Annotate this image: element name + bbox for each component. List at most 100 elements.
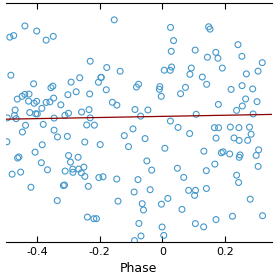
Point (79, 110, 84, 114)
Point (29, 185, 33, 189)
Point (76, 167, 81, 171)
Point (136, 82, 141, 86)
Point (65, 134, 70, 139)
Point (84, 123, 89, 127)
Point (85, 215, 90, 219)
Point (169, 49, 174, 54)
Point (71, 170, 75, 174)
Point (208, 27, 212, 31)
Point (76, 155, 80, 160)
Point (158, 84, 162, 89)
Point (236, 42, 240, 47)
Point (192, 193, 197, 197)
Point (98, 142, 102, 147)
Point (59, 103, 63, 107)
Point (214, 50, 218, 54)
Point (227, 152, 232, 156)
Point (168, 25, 173, 30)
Point (183, 85, 188, 90)
Point (27, 92, 31, 96)
Point (205, 55, 210, 59)
Point (237, 155, 241, 160)
Point (31, 82, 36, 86)
Point (51, 34, 56, 39)
Point (28, 110, 32, 115)
Point (188, 131, 192, 136)
Point (51, 84, 55, 88)
Point (44, 38, 48, 42)
Point (14, 116, 18, 121)
Point (148, 188, 152, 192)
Point (228, 125, 233, 129)
Point (101, 175, 105, 179)
Point (161, 233, 166, 238)
Point (138, 114, 143, 118)
Point (82, 140, 87, 144)
Point (5, 116, 10, 120)
Point (84, 243, 89, 248)
Point (256, 164, 260, 169)
Point (157, 87, 162, 92)
Point (159, 94, 163, 98)
Point (260, 60, 265, 65)
Point (66, 92, 70, 97)
Point (13, 108, 17, 112)
Point (204, 82, 209, 87)
Point (63, 113, 67, 117)
Point (214, 217, 218, 222)
Point (193, 48, 197, 52)
Point (219, 151, 224, 155)
Point (39, 161, 43, 165)
Point (66, 111, 71, 116)
Point (87, 108, 91, 112)
Point (78, 76, 82, 80)
Point (216, 125, 221, 130)
Point (92, 216, 96, 221)
Point (243, 97, 248, 101)
Point (204, 186, 209, 191)
Point (92, 123, 97, 127)
Point (45, 167, 50, 172)
Point (35, 112, 40, 116)
Point (163, 146, 167, 150)
Point (150, 168, 154, 172)
Point (20, 94, 24, 98)
Point (232, 136, 236, 140)
Point (70, 167, 75, 171)
Point (248, 197, 252, 201)
Point (132, 190, 136, 194)
Point (91, 247, 96, 251)
Point (207, 24, 211, 29)
Point (94, 216, 99, 221)
Point (48, 100, 52, 104)
Point (115, 177, 119, 181)
Point (260, 213, 265, 218)
Point (89, 0, 94, 2)
Point (26, 99, 31, 103)
Point (79, 170, 84, 175)
Point (132, 238, 137, 243)
Point (49, 86, 53, 90)
Point (238, 153, 242, 157)
Point (126, 144, 131, 149)
Point (12, 33, 16, 38)
Point (99, 75, 103, 80)
Point (32, 101, 36, 105)
Point (104, 87, 108, 92)
Point (133, 107, 137, 112)
Point (61, 183, 65, 188)
Point (87, 92, 92, 96)
Point (104, 65, 109, 70)
Point (33, 150, 37, 154)
Point (212, 125, 217, 130)
Point (34, 99, 39, 104)
Point (229, 87, 233, 92)
Point (194, 112, 198, 117)
Point (193, 221, 197, 226)
Point (256, 148, 261, 152)
Point (244, 72, 249, 76)
Point (51, 96, 56, 100)
Point (251, 87, 255, 91)
Point (168, 0, 173, 1)
Point (17, 155, 21, 159)
